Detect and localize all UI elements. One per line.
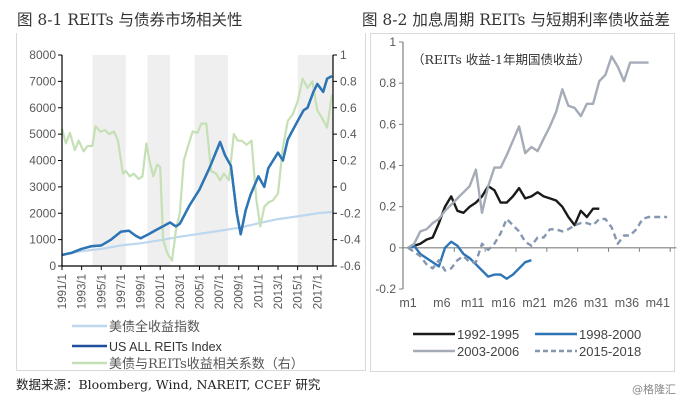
data-source-note: 数据来源：Bloomberg, Wind, NAREIT, CCEF 研究 [16, 377, 321, 392]
x-tick-label: 2015/1 [293, 274, 305, 309]
series-line-1-overlay [61, 75, 333, 257]
x-tick-label: 2011/1 [253, 274, 265, 308]
series-line-2 [60, 77, 334, 262]
legend-label-2: 2003-2006 [457, 344, 519, 359]
series-line-0 [61, 210, 333, 256]
right-y-tick-label: -0.6 [340, 259, 361, 273]
series-line-2 [407, 55, 649, 249]
x-tick-label: 2001/1 [155, 274, 167, 309]
x-tick-label: m41 [646, 296, 670, 310]
x-tick-label: 2005/1 [194, 274, 206, 309]
chart-annotation: （REITs 收益-1年期国债收益） [412, 52, 590, 67]
left-y-tick-label: 5000 [29, 127, 56, 141]
left-y-tick-label: 7000 [29, 74, 56, 88]
right-y-tick-label: -0.4 [340, 233, 361, 247]
y-tick-label: 0.8 [379, 76, 396, 90]
right-y-tick-label: 0.2 [340, 154, 357, 168]
series-line-0 [407, 184, 600, 249]
legend-label-1: US ALL REITs Index [109, 340, 223, 354]
x-tick-label: 1993/1 [77, 274, 89, 309]
right-y-tick-label: 0.6 [340, 101, 357, 115]
x-tick-label: 2009/1 [234, 274, 246, 309]
left-y-tick-label: 0 [49, 259, 56, 273]
right-chart-frame [370, 33, 675, 372]
right-chart-title: 图 8-2 加息周期 REITs 与短期利率债收益差 [362, 11, 670, 29]
y-tick-label: 0 [389, 241, 396, 255]
legend-label-2: 美债与REITs收益相关系数（右） [109, 357, 304, 372]
right-y-tick-label: 0 [340, 180, 347, 194]
left-y-tick-label: 6000 [29, 101, 56, 115]
right-y-tick-label: 0.4 [340, 127, 357, 141]
left-chart-title: 图 8-1 REITs 与债券市场相关性 [17, 11, 243, 29]
x-tick-label: m36 [615, 296, 639, 310]
x-tick-label: 2013/1 [273, 274, 285, 309]
x-tick-label: 2017/1 [312, 274, 324, 309]
x-tick-label: 2003/1 [175, 274, 187, 309]
x-tick-label: m1 [399, 296, 416, 310]
left-y-tick-label: 3000 [29, 180, 56, 194]
x-tick-label: m26 [553, 296, 577, 310]
series-line-1 [407, 240, 532, 280]
y-tick-label: 0.2 [379, 200, 396, 214]
legend-label-1: 1998-2000 [579, 327, 641, 342]
x-tick-label: 1999/1 [136, 274, 148, 309]
legend-label-3: 2015-2018 [579, 344, 641, 359]
left-y-tick-label: 8000 [29, 48, 56, 62]
y-tick-label: 1 [389, 35, 396, 49]
right-y-tick-label: 1 [340, 48, 347, 62]
y-tick-label: 0.4 [379, 159, 396, 173]
y-tick-label: -0.2 [375, 282, 396, 296]
y-tick-label: 0.6 [379, 117, 396, 131]
right-y-tick-label: 0.8 [340, 74, 357, 88]
x-tick-label: 2007/1 [214, 274, 226, 309]
watermark: @格隆汇 [632, 383, 676, 396]
x-tick-label: m6 [433, 296, 450, 310]
x-tick-label: m11 [461, 296, 484, 310]
series-line-3 [407, 215, 668, 272]
x-tick-label: m21 [522, 296, 546, 310]
x-tick-label: 1991/1 [57, 274, 69, 309]
x-tick-label: 1997/1 [116, 274, 128, 309]
legend-label-0: 美债全收益指数 [109, 319, 200, 335]
right-y-tick-label: -0.2 [340, 206, 361, 220]
shaded-period-1 [147, 55, 171, 266]
left-y-tick-label: 1000 [29, 233, 56, 247]
legend-label-0: 1992-1995 [457, 327, 519, 342]
x-tick-label: 1995/1 [96, 274, 108, 309]
x-tick-label: m31 [584, 296, 608, 310]
left-y-tick-label: 4000 [29, 154, 56, 168]
left-y-tick-label: 2000 [29, 206, 56, 220]
x-tick-label: m16 [491, 296, 515, 310]
